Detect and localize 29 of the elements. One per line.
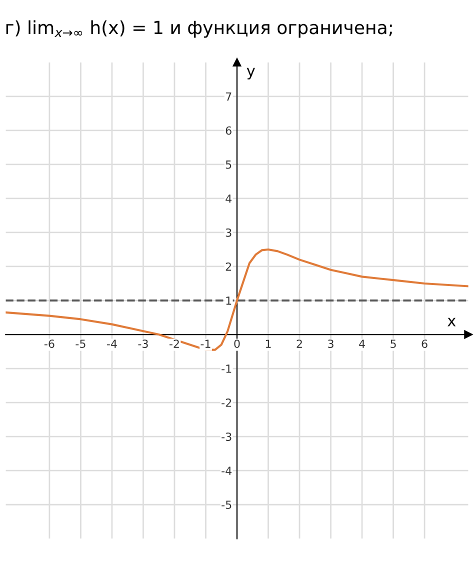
line-series: [6, 248, 468, 351]
x-tick-label: -6: [44, 340, 54, 348]
y-tick-label: -3: [222, 432, 232, 441]
x-tick-label: 3: [328, 340, 334, 348]
y-tick-label: 3: [226, 228, 232, 237]
y-tick-label: 7: [226, 92, 232, 101]
chart-title: г) lim$_{x→∞}$ h(x) = 1 и функция ограничена;: [6, 20, 392, 38]
y-tick-label: 6: [226, 126, 232, 135]
x-tick-label: 2: [296, 340, 302, 348]
x-tick-label: -3: [138, 340, 148, 348]
x-tick-label: 4: [359, 340, 365, 348]
x-tick-label: -5: [76, 340, 86, 348]
y-tick-label: -4: [222, 466, 232, 475]
y-tick-label: -2: [222, 398, 232, 407]
x-tick-label: -2: [169, 340, 179, 348]
y-tick-label: 2: [226, 262, 232, 271]
x-tick-label: -1: [200, 340, 210, 348]
x-tick-label: -4: [106, 340, 117, 348]
y-axis-title: y: [246, 68, 255, 80]
y-tick-label: -1: [222, 364, 232, 373]
x-tick-label: 6: [422, 340, 428, 348]
y-tick-label: 1: [226, 296, 232, 305]
x-tick-label: 5: [390, 340, 396, 348]
y-tick-label: -5: [222, 500, 232, 510]
x-axis-title: x: [448, 318, 456, 326]
x-tick-label: 1: [266, 340, 271, 348]
x-tick-label: 0: [234, 340, 240, 348]
y-tick-label: 5: [226, 160, 232, 169]
y-tick-label: 4: [226, 194, 232, 203]
